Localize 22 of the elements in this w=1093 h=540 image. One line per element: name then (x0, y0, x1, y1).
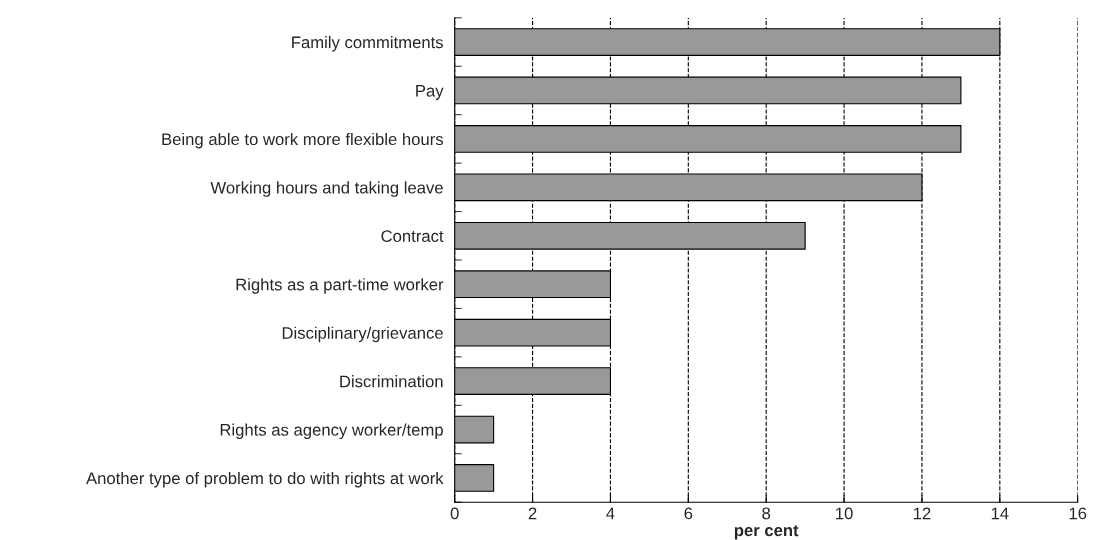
bar (454, 464, 495, 492)
y-tick-label: Contract (381, 230, 444, 242)
y-tick-label: Rights as agency worker/temp (220, 423, 443, 440)
y-tick-label: Being able to work more flexible hours (162, 132, 443, 149)
y-tick-label: Pay (416, 85, 444, 100)
bar (454, 415, 495, 444)
x-tick-label: 12 (913, 507, 931, 520)
y-tick-label: Another type of problem to do with rights at work (86, 471, 444, 488)
x-axis-title: per cent (734, 525, 799, 540)
y-tick-label: Rights as a part-time worker (236, 278, 444, 294)
y-tick-label: Working hours and taking leave (210, 181, 443, 197)
x-tick-label: 0 (450, 507, 459, 520)
y-tick-label: Discrimination (340, 375, 443, 388)
x-tick-label: 4 (606, 507, 615, 520)
x-tick-label: 2 (528, 507, 537, 520)
y-tick-label: Disciplinary/grievance (282, 326, 443, 343)
x-tick-label: 14 (991, 507, 1009, 520)
y-tick-label: Family commitments (292, 36, 443, 52)
x-tick-label: 6 (684, 507, 693, 520)
x-tick-label: 16 (1069, 507, 1087, 520)
x-tick-label: 10 (836, 507, 853, 520)
x-tick-label: 8 (762, 507, 771, 520)
